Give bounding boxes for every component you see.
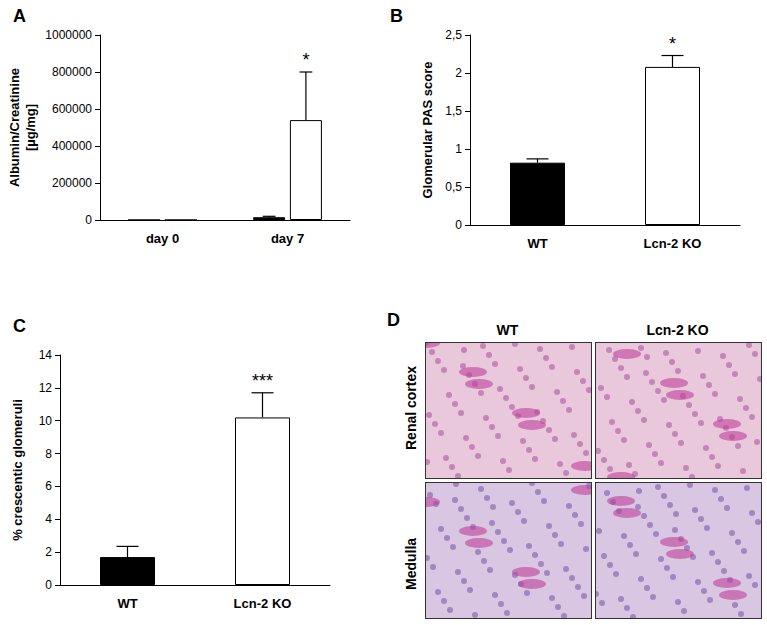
svg-text:14: 14 — [39, 348, 53, 362]
svg-text:600000: 600000 — [52, 102, 92, 116]
svg-text:% crescentic glomeruli: % crescentic glomeruli — [10, 399, 25, 541]
svg-text:*: * — [302, 50, 309, 70]
svg-text:800000: 800000 — [52, 65, 92, 79]
svg-text:Lcn-2 KO: Lcn-2 KO — [234, 596, 292, 611]
svg-text:0: 0 — [455, 218, 462, 232]
svg-text:day 0: day 0 — [146, 231, 179, 246]
svg-text:B: B — [390, 6, 403, 26]
svg-text:6: 6 — [45, 479, 52, 493]
svg-text:8: 8 — [45, 447, 52, 461]
html-text:WT: WT — [496, 322, 519, 338]
svg-text:*: * — [669, 34, 676, 54]
svg-text:0: 0 — [45, 578, 52, 592]
svg-text:1000000: 1000000 — [45, 28, 92, 42]
svg-text:0,5: 0,5 — [445, 180, 462, 194]
svg-text:0: 0 — [85, 213, 92, 227]
svg-text:Albumin/Creatinine: Albumin/Creatinine — [7, 68, 22, 187]
svg-text:Lcn-2 KO: Lcn-2 KO — [644, 236, 702, 251]
svg-text:2: 2 — [455, 66, 462, 80]
svg-text:4: 4 — [45, 512, 52, 526]
svg-text:WT: WT — [527, 236, 547, 251]
svg-text:2,5: 2,5 — [445, 28, 462, 42]
svg-text:Glomerular PAS score: Glomerular PAS score — [420, 61, 435, 198]
html-text:Medulla: Medulla — [403, 537, 419, 590]
svg-text:400000: 400000 — [52, 139, 92, 153]
svg-text:***: *** — [252, 371, 273, 391]
svg-text:10: 10 — [39, 414, 53, 428]
svg-text:day 7: day 7 — [271, 231, 304, 246]
svg-text:[µg/mg]: [µg/mg] — [23, 104, 38, 151]
svg-text:1: 1 — [455, 142, 462, 156]
svg-text:200000: 200000 — [52, 176, 92, 190]
svg-text:12: 12 — [39, 381, 53, 395]
html-text:D: D — [387, 310, 400, 330]
svg-text:A: A — [13, 6, 26, 26]
svg-text:WT: WT — [117, 596, 137, 611]
html-text:Lcn-2 KO: Lcn-2 KO — [646, 322, 709, 338]
svg-text:C: C — [13, 316, 26, 336]
svg-text:2: 2 — [45, 545, 52, 559]
html-text:Renal cortex: Renal cortex — [403, 365, 419, 450]
svg-text:1,5: 1,5 — [445, 104, 462, 118]
